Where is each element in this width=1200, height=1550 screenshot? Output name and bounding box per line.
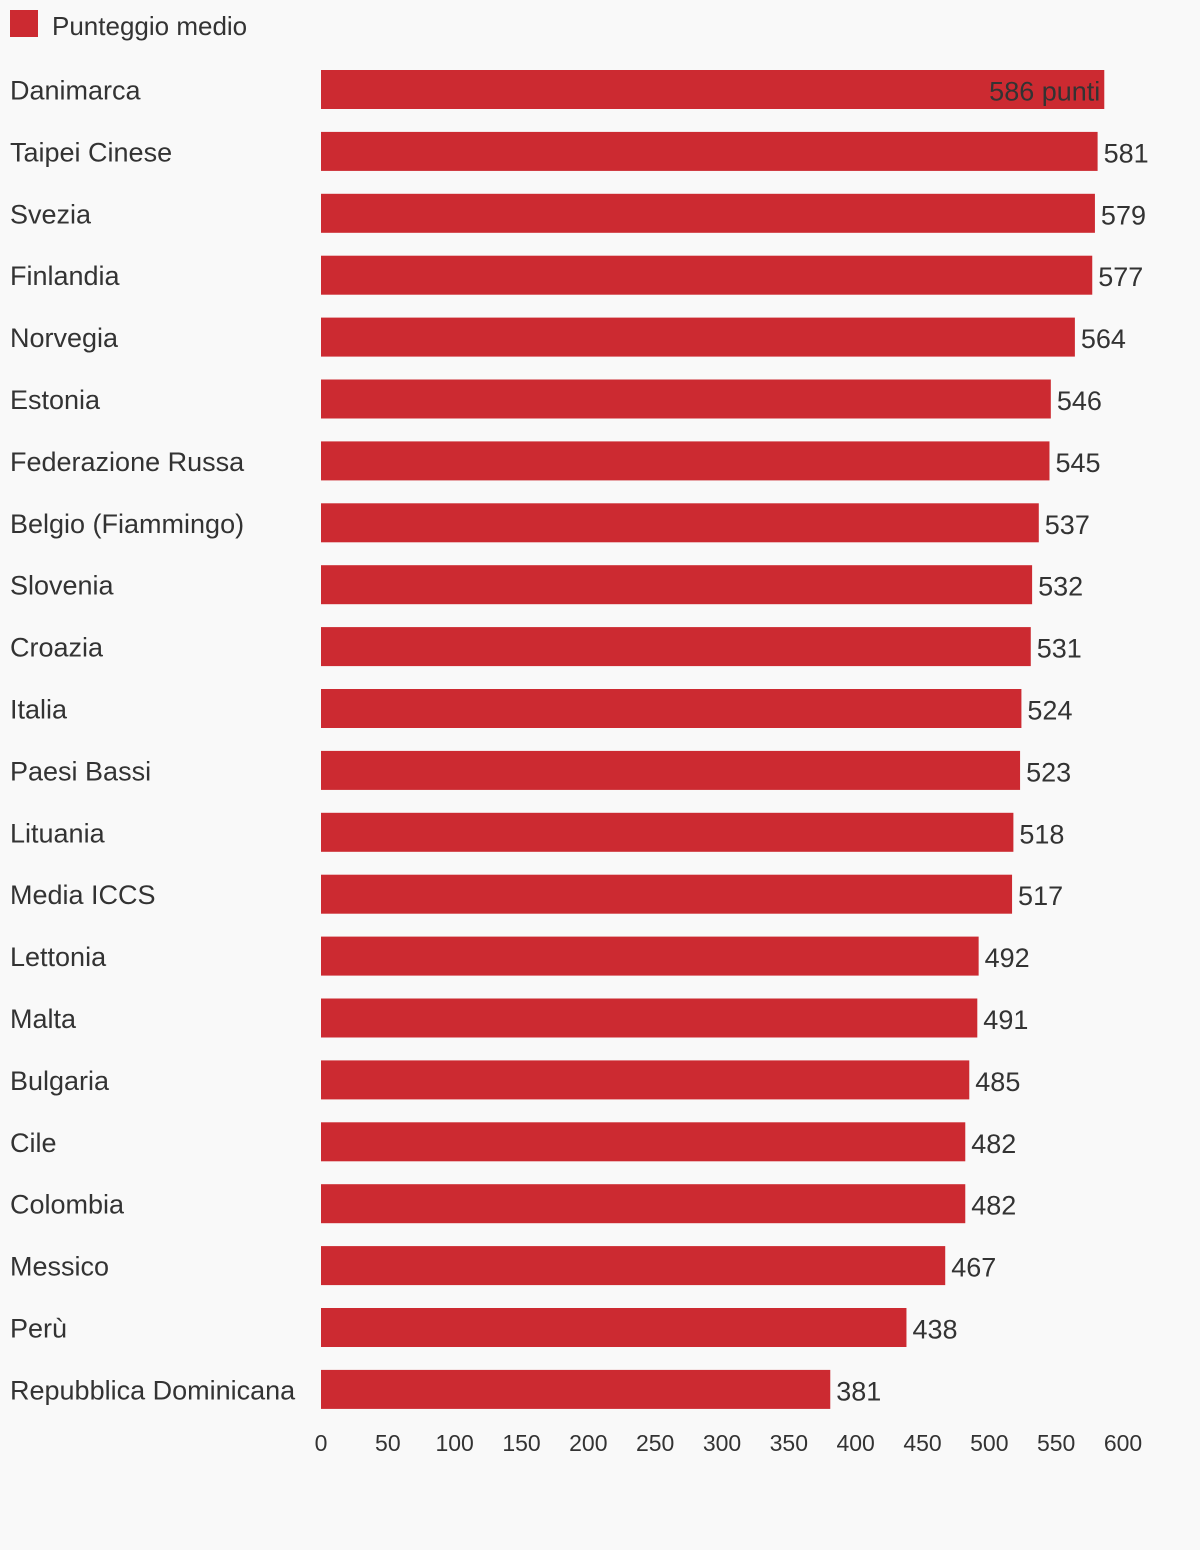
x-tick-label: 50 xyxy=(375,1430,401,1456)
data-label: 532 xyxy=(1038,572,1083,602)
category-label: Bulgaria xyxy=(10,1066,110,1096)
category-label: Italia xyxy=(10,695,68,725)
data-label: 524 xyxy=(1027,696,1072,726)
bar xyxy=(321,503,1039,543)
data-label: 564 xyxy=(1081,324,1126,354)
data-label: 485 xyxy=(975,1067,1020,1097)
category-label: Paesi Bassi xyxy=(10,756,151,786)
bar xyxy=(321,70,1105,109)
x-tick-label: 450 xyxy=(903,1430,941,1456)
data-label: 531 xyxy=(1037,634,1082,664)
bar xyxy=(321,750,1021,790)
legend-label: Punteggio medio xyxy=(52,11,247,41)
data-label: 467 xyxy=(951,1253,996,1283)
category-label: Svezia xyxy=(10,199,92,229)
category-label: Slovenia xyxy=(10,571,115,601)
data-label: 482 xyxy=(971,1191,1016,1221)
data-label: 579 xyxy=(1101,200,1146,230)
data-label: 586 punti xyxy=(989,77,1100,107)
data-label: 546 xyxy=(1057,386,1102,416)
x-tick-label: 350 xyxy=(770,1430,808,1456)
data-label: 438 xyxy=(912,1315,957,1345)
x-tick-label: 300 xyxy=(703,1430,741,1456)
bar xyxy=(321,1246,946,1286)
x-tick-label: 500 xyxy=(970,1430,1008,1456)
bar xyxy=(321,565,1033,605)
data-label: 581 xyxy=(1104,138,1149,168)
data-label: 545 xyxy=(1055,448,1100,478)
category-label: Finlandia xyxy=(10,261,121,291)
legend: Punteggio medio xyxy=(10,10,247,41)
x-tick-label: 150 xyxy=(502,1430,540,1456)
data-label: 523 xyxy=(1026,757,1071,787)
bar xyxy=(321,193,1095,233)
bar xyxy=(321,1060,970,1100)
bar xyxy=(321,936,979,976)
category-label: Croazia xyxy=(10,633,104,663)
data-label: 517 xyxy=(1018,881,1063,911)
data-label: 482 xyxy=(971,1129,1016,1159)
x-tick-label: 600 xyxy=(1104,1430,1142,1456)
bar xyxy=(321,1369,831,1409)
category-label: Estonia xyxy=(10,385,101,415)
category-label: Malta xyxy=(10,1004,77,1034)
category-label: Repubblica Dominicana xyxy=(10,1375,296,1405)
category-label: Colombia xyxy=(10,1190,125,1220)
bar xyxy=(321,317,1075,357)
bar xyxy=(321,874,1013,914)
category-label: Lettonia xyxy=(10,942,107,972)
data-label: 492 xyxy=(985,943,1030,973)
x-tick-label: 200 xyxy=(569,1430,607,1456)
category-label: Norvegia xyxy=(10,323,119,353)
bar xyxy=(321,1308,907,1347)
bar xyxy=(321,998,978,1038)
data-label: 537 xyxy=(1045,510,1090,540)
bar xyxy=(321,255,1093,295)
bar xyxy=(321,1184,966,1224)
category-label: Perù xyxy=(10,1314,67,1344)
category-label: Cile xyxy=(10,1128,57,1158)
data-label: 381 xyxy=(836,1376,881,1406)
category-label: Lituania xyxy=(10,818,106,848)
bar xyxy=(321,131,1098,171)
category-label: Danimarca xyxy=(10,76,142,106)
x-axis: 0 50 100 150 200 250 300 350 400 450 500 550 600 xyxy=(315,1430,1143,1456)
bar xyxy=(321,812,1014,852)
bar xyxy=(321,627,1031,667)
legend-swatch xyxy=(10,10,38,37)
category-label: Media ICCS xyxy=(10,880,156,910)
bar xyxy=(321,379,1051,419)
category-label: Messico xyxy=(10,1252,109,1282)
data-label: 577 xyxy=(1098,262,1143,292)
x-tick-label: 400 xyxy=(836,1430,874,1456)
data-label: 491 xyxy=(983,1005,1028,1035)
bar xyxy=(321,441,1050,481)
x-tick-label: 250 xyxy=(636,1430,674,1456)
x-tick-label: 100 xyxy=(435,1430,473,1456)
x-tick-label: 0 xyxy=(315,1430,328,1456)
bars-group: Danimarca 586 punti Taipei Cinese 581 Svezia… xyxy=(10,70,1149,1409)
x-tick-label: 550 xyxy=(1037,1430,1075,1456)
data-label: 518 xyxy=(1019,819,1064,849)
category-label: Federazione Russa xyxy=(10,447,245,477)
category-label: Belgio (Fiammingo) xyxy=(10,509,244,539)
bar xyxy=(321,689,1022,728)
category-label: Taipei Cinese xyxy=(10,137,172,167)
bar xyxy=(321,1122,966,1162)
